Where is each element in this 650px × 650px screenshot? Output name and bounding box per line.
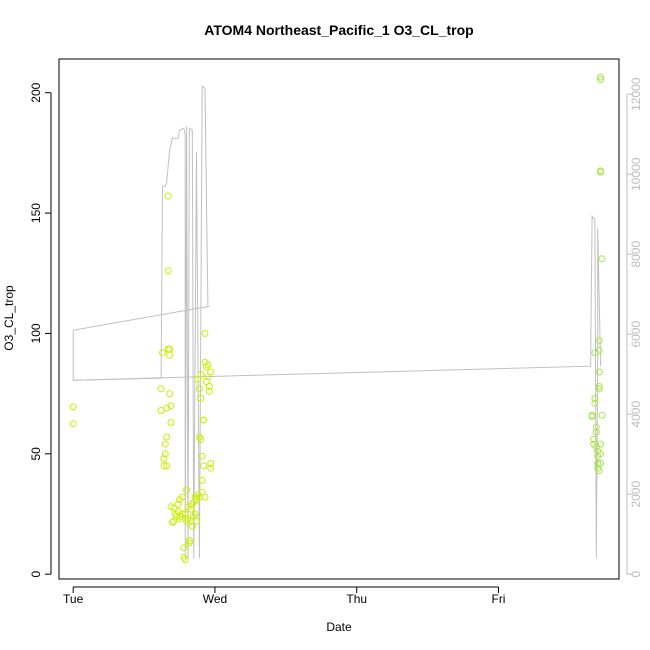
data-point <box>591 394 599 402</box>
data-point <box>204 361 212 369</box>
data-point <box>207 459 215 467</box>
right-axis-series <box>72 85 602 559</box>
data-point <box>69 403 77 411</box>
data-point <box>183 486 191 494</box>
data-point <box>595 385 603 393</box>
data-point <box>166 351 174 359</box>
data-point <box>188 522 196 530</box>
data-point <box>205 387 213 395</box>
y2-tick-label: 4000 <box>629 401 643 428</box>
data-point <box>595 346 603 354</box>
x-axis: Tue Wed Thu Fri <box>63 586 505 606</box>
data-point <box>167 419 175 426</box>
data-point <box>595 382 603 390</box>
data-point <box>195 385 203 393</box>
data-point <box>595 467 603 475</box>
data-points <box>69 73 606 564</box>
y-tick-label: 150 <box>29 203 43 223</box>
data-point <box>197 435 205 443</box>
data-point <box>157 407 165 414</box>
y2-tick-label: 0 <box>629 571 643 578</box>
chart-title: ATOM4 Northeast_Pacific_1 O3_CL_trop <box>204 22 473 38</box>
y-tick-label: 50 <box>29 447 43 461</box>
y2-tick-label: 12000 <box>629 77 643 111</box>
y2-tick-label: 8000 <box>629 241 643 268</box>
data-point <box>597 168 605 176</box>
series-line <box>73 214 602 559</box>
data-point <box>597 450 605 458</box>
data-point <box>185 537 193 544</box>
data-point <box>159 349 166 357</box>
y-tick-label: 0 <box>29 571 43 578</box>
data-point <box>193 517 200 525</box>
data-point <box>178 493 186 501</box>
data-point <box>201 493 209 501</box>
y-axis-right: 0 2000 4000 6000 8000 10000 12000 <box>626 77 643 578</box>
data-point <box>207 464 215 472</box>
data-point <box>180 544 188 552</box>
data-point <box>164 267 172 275</box>
data-point <box>191 510 199 518</box>
y-tick-label: 100 <box>29 323 43 343</box>
data-point <box>200 416 208 424</box>
data-point <box>200 462 208 470</box>
data-point <box>597 76 605 83</box>
y2-tick-label: 2000 <box>629 481 643 508</box>
data-point <box>161 450 169 458</box>
data-point <box>178 510 186 518</box>
plot-frame <box>58 58 620 580</box>
data-point <box>174 500 182 508</box>
data-point <box>595 337 603 345</box>
x-tick-label: Thu <box>346 592 367 606</box>
data-point <box>160 462 168 470</box>
data-point <box>597 73 605 81</box>
data-point <box>590 435 597 443</box>
data-point <box>160 455 168 463</box>
y-tick-label: 200 <box>29 82 43 102</box>
data-point <box>207 368 215 376</box>
data-point <box>168 518 176 526</box>
data-point <box>598 411 606 419</box>
data-point <box>597 440 605 448</box>
data-point <box>197 394 205 402</box>
data-point <box>163 462 171 470</box>
data-point <box>163 433 171 441</box>
data-point <box>161 440 169 448</box>
data-point <box>69 420 77 428</box>
data-point <box>594 459 602 467</box>
x-tick-label: Fri <box>491 592 505 606</box>
series-line <box>72 85 210 559</box>
data-point <box>197 370 205 378</box>
x-tick-label: Wed <box>203 592 227 606</box>
data-point <box>187 505 195 513</box>
data-point <box>595 368 603 376</box>
data-point <box>591 399 599 407</box>
y-axis-label: O3_CL_trop <box>2 285 16 351</box>
data-point <box>167 402 175 410</box>
data-point <box>185 539 193 547</box>
data-point <box>181 556 189 564</box>
data-point <box>205 382 213 390</box>
data-point <box>198 476 206 484</box>
data-point <box>201 329 209 337</box>
data-point <box>198 452 206 460</box>
data-point <box>164 192 172 200</box>
data-point <box>588 413 596 420</box>
y2-tick-label: 10000 <box>629 157 643 191</box>
y-axis-left: 0 50 100 150 200 <box>29 82 52 578</box>
data-point <box>166 390 174 398</box>
x-axis-label: Date <box>326 620 352 634</box>
data-point <box>592 428 600 436</box>
x-tick-label: Tue <box>63 592 84 606</box>
data-point <box>157 385 165 393</box>
data-point <box>598 255 606 263</box>
data-point <box>592 423 600 431</box>
data-point <box>597 459 605 467</box>
y2-tick-label: 6000 <box>629 321 643 348</box>
